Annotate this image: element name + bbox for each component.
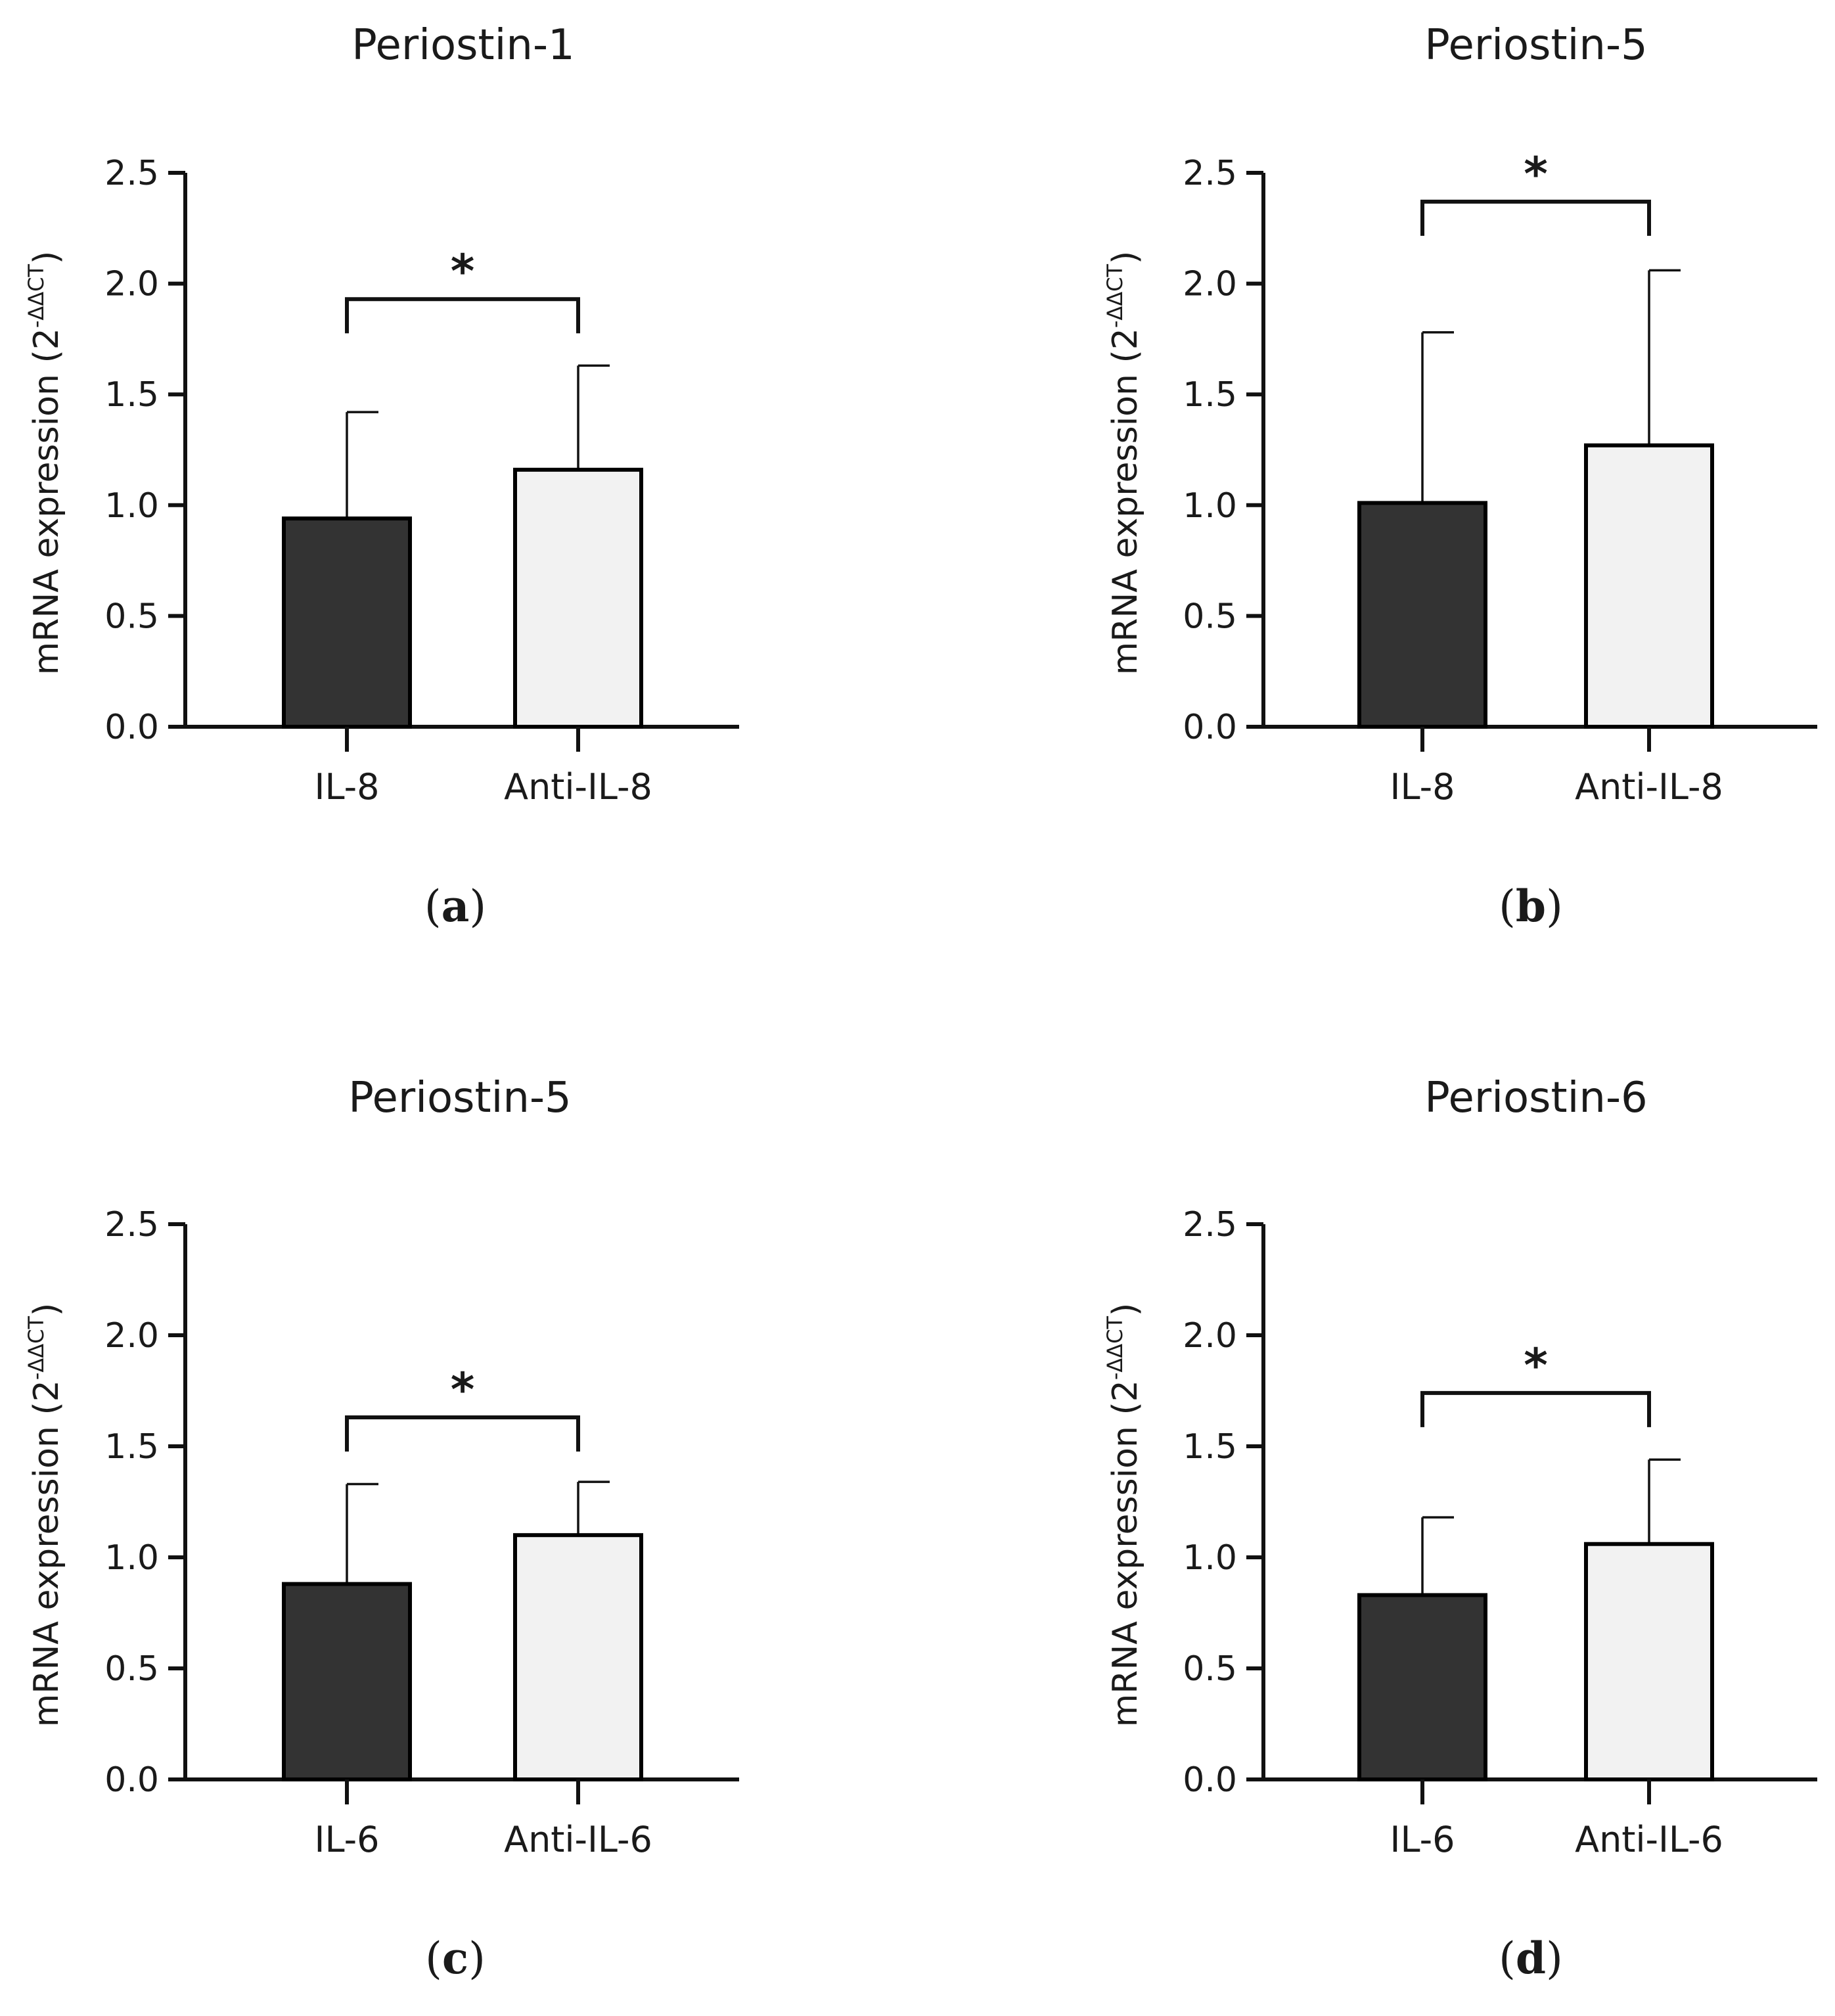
y-tick-label: 0.0	[104, 1760, 159, 1800]
panel-label-close: )	[468, 1933, 486, 1984]
y-axis-label-main: mRNA expression (2	[1106, 328, 1145, 675]
y-tick-label: 0.0	[1183, 1760, 1237, 1800]
y-tick-label: 2.5	[104, 1205, 159, 1245]
y-tick-label: 0.5	[1183, 1649, 1237, 1689]
y-tick-label: 1.5	[104, 1427, 159, 1467]
panel-label-open: (	[1499, 1933, 1516, 1984]
y-axis-label-main: mRNA expression (2	[1106, 1380, 1145, 1727]
y-tick-label: 2.5	[1183, 154, 1237, 193]
y-tick-label: 2.0	[104, 1316, 159, 1356]
chart-panel-b: Periostin-5 0.0 0.5 1.0 1.5 2.0 2.5 mRNA expres…	[1102, 21, 1817, 932]
chart-panel-c: Periostin-5 0.0 0.5 1.0 1.5 2.0 2.5 mRNA expres…	[24, 1074, 739, 1984]
bar-il-8	[1357, 501, 1487, 729]
x-category-label: Anti-IL-6	[1575, 1819, 1723, 1860]
significance-bracket	[345, 297, 580, 334]
y-axis-label: mRNA expression (2-ΔΔCT)	[24, 1303, 66, 1728]
chart-panel-a: Periostin-1 0.0 0.5 1.0 1.5 2.0 2.5 mRNA expres…	[24, 21, 739, 932]
y-tick-label: 0.0	[1183, 708, 1237, 747]
y-tick-label: 1.5	[104, 375, 159, 415]
y-tick-label: 2.5	[1183, 1205, 1237, 1245]
y-axis-label-main: mRNA expression (2	[27, 328, 66, 675]
y-tick-label: 0.0	[104, 708, 159, 747]
panel-label-open: (	[1499, 881, 1516, 932]
y-axis-label-superscript: -ΔΔCT	[24, 1316, 49, 1380]
bar-il-6	[282, 1582, 412, 1782]
y-tick-label: 2.0	[104, 265, 159, 304]
y-tick-label: 1.0	[1183, 486, 1237, 526]
y-axis-label-main: mRNA expression (2	[27, 1380, 66, 1727]
y-axis-label-close: )	[27, 251, 66, 264]
panel-label-close: )	[1546, 881, 1563, 932]
bar-il-6	[1357, 1593, 1487, 1781]
y-axis-label: mRNA expression (2-ΔΔCT)	[1102, 1303, 1145, 1728]
panel-label-letter: b	[1516, 881, 1546, 932]
bar-anti-il-8	[513, 467, 643, 729]
y-axis-label-close: )	[1106, 1303, 1145, 1316]
y-axis-label: mRNA expression (2-ΔΔCT)	[1102, 251, 1145, 676]
y-tick-label: 1.0	[1183, 1538, 1237, 1578]
chart-title: Periostin-6	[1424, 1074, 1648, 1122]
panel-label-letter: a	[442, 881, 470, 932]
chart-title: Periostin-1	[351, 21, 575, 70]
x-category-label: Anti-IL-6	[504, 1819, 652, 1860]
significance-bracket	[1420, 199, 1651, 236]
x-category-label: Anti-IL-8	[504, 766, 652, 808]
panel-label: (a)	[424, 881, 486, 932]
y-tick-label: 0.5	[104, 597, 159, 636]
chart-title: Periostin-5	[348, 1074, 572, 1122]
y-axis-label-close: )	[1106, 251, 1145, 264]
y-tick-label: 1.0	[104, 486, 159, 526]
panel-label-open: (	[424, 881, 442, 932]
panel-label: (c)	[425, 1933, 486, 1984]
panel-label-letter: c	[442, 1933, 468, 1984]
y-axis-label: mRNA expression (2-ΔΔCT)	[24, 251, 66, 676]
chart-panel-d: Periostin-6 0.0 0.5 1.0 1.5 2.0 2.5 mRNA expres…	[1102, 1074, 1817, 1984]
bar-anti-il-6	[513, 1533, 643, 1781]
y-tick-label: 2.5	[104, 154, 159, 193]
y-tick-label: 2.0	[1183, 1316, 1237, 1356]
x-category-label: IL-6	[1390, 1819, 1455, 1860]
x-category-label: IL-6	[315, 1819, 380, 1860]
chart-title: Periostin-5	[1424, 21, 1648, 70]
significance-star: *	[1524, 147, 1548, 201]
y-axis-label-superscript: -ΔΔCT	[24, 263, 49, 328]
significance-bracket	[1420, 1390, 1651, 1427]
y-axis-label-close: )	[27, 1303, 66, 1316]
y-tick-label: 2.0	[1183, 265, 1237, 304]
significance-bracket	[345, 1415, 580, 1452]
y-axis-label-superscript: -ΔΔCT	[1102, 1316, 1127, 1380]
panel-label-letter: d	[1516, 1933, 1546, 1984]
bar-anti-il-8	[1584, 443, 1714, 729]
y-tick-label: 0.5	[1183, 597, 1237, 636]
panel-label: (b)	[1499, 881, 1563, 932]
panel-label-close: )	[469, 881, 486, 932]
panel-label-close: )	[1546, 1933, 1563, 1984]
y-tick-label: 1.0	[104, 1538, 159, 1578]
significance-star: *	[451, 244, 475, 298]
x-category-label: Anti-IL-8	[1575, 766, 1723, 808]
x-category-label: IL-8	[1390, 766, 1455, 808]
panel-label: (d)	[1499, 1933, 1563, 1984]
y-tick-label: 1.5	[1183, 1427, 1237, 1467]
y-tick-label: 0.5	[104, 1649, 159, 1689]
significance-star: *	[451, 1363, 475, 1417]
y-tick-label: 1.5	[1183, 375, 1237, 415]
significance-star: *	[1524, 1339, 1548, 1392]
panel-label-open: (	[425, 1933, 442, 1984]
bar-il-8	[282, 516, 412, 729]
bar-anti-il-6	[1584, 1542, 1714, 1781]
y-axis-label-superscript: -ΔΔCT	[1102, 263, 1127, 328]
x-category-label: IL-8	[315, 766, 380, 808]
